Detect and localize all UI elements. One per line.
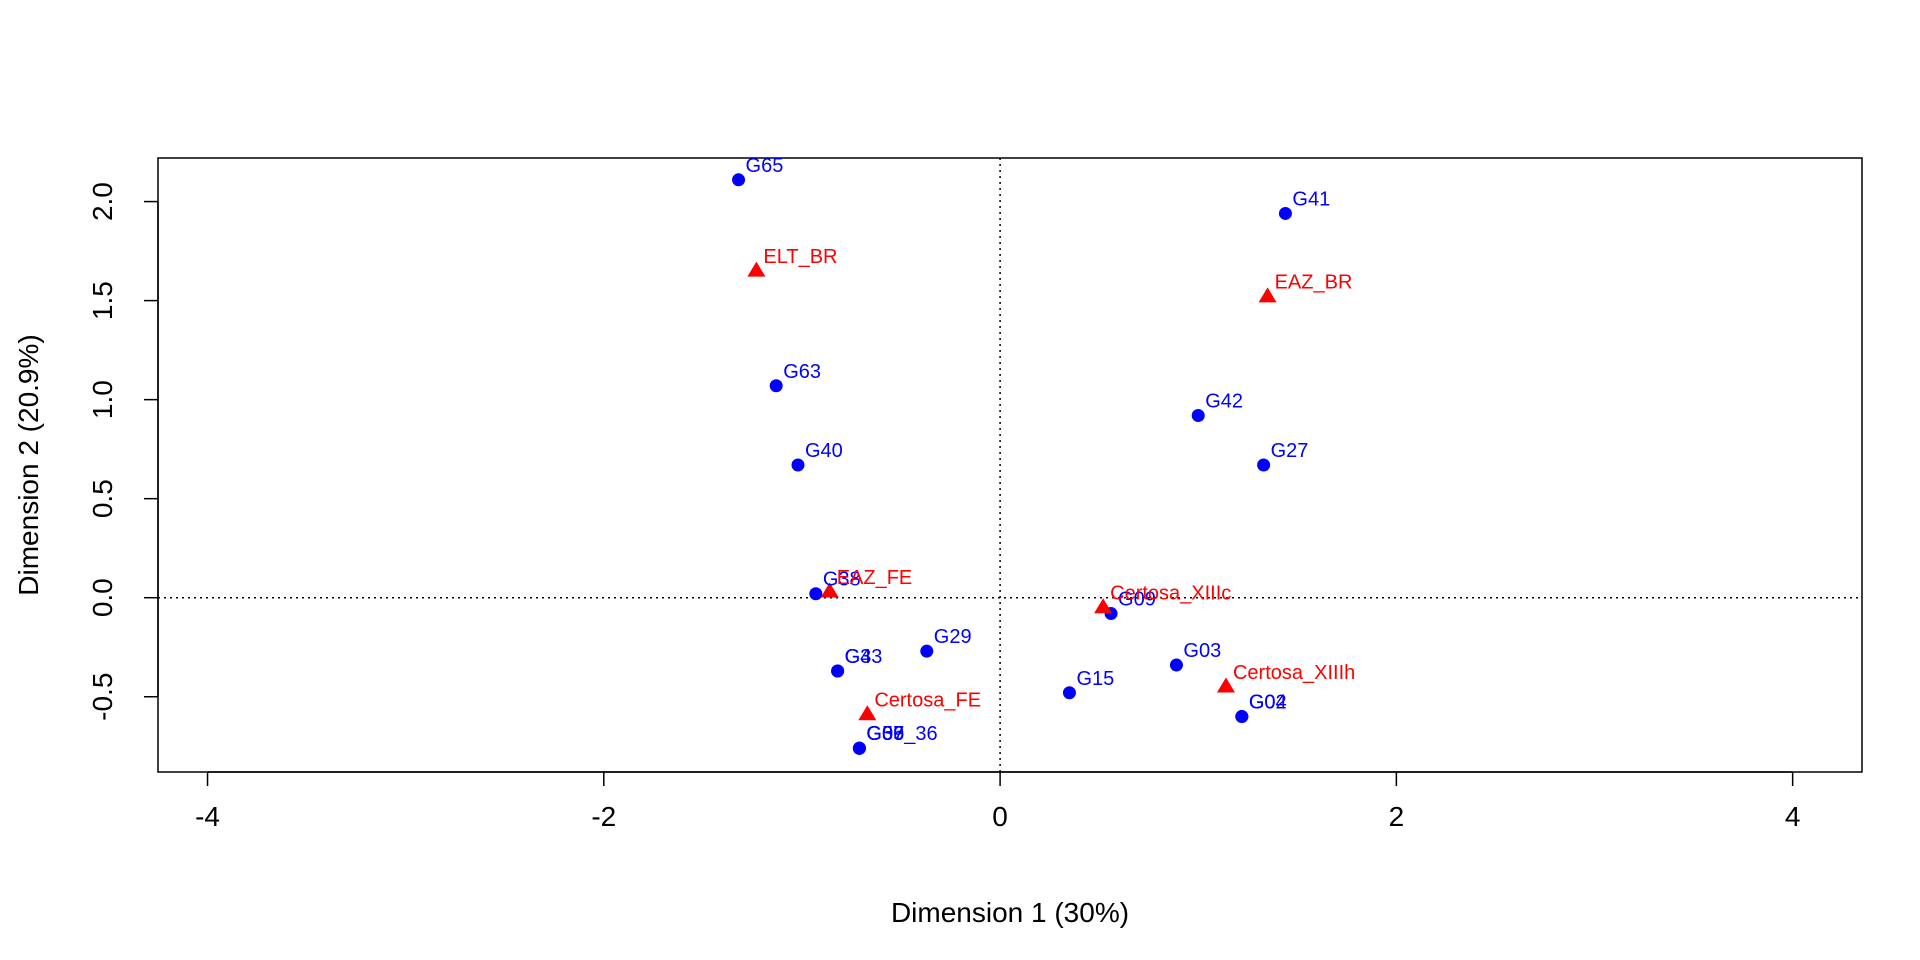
reference-lines xyxy=(158,158,1862,772)
data-point-triangle xyxy=(1258,287,1277,303)
data-point-circle xyxy=(1191,408,1205,422)
data-label: G59_36 xyxy=(866,723,937,745)
data-label: G04 xyxy=(1249,692,1287,714)
data-label: EAZ_FE xyxy=(837,567,913,589)
data-point-triangle xyxy=(1094,598,1113,614)
plot-background xyxy=(157,157,1863,773)
data-label: G40 xyxy=(805,440,843,462)
data-point-circle xyxy=(1169,658,1183,672)
data-label: G33 xyxy=(845,646,883,668)
data-label: G41 xyxy=(1292,188,1330,210)
y-axis-title: Dimension 2 (20.9%) xyxy=(13,334,44,595)
x-tick-label: -2 xyxy=(591,801,616,832)
data-point-circle xyxy=(920,644,934,658)
plot-frame xyxy=(157,157,1863,773)
x-tick-label: -4 xyxy=(195,801,220,832)
data-point-circle xyxy=(791,458,805,472)
x-axis-title: Dimension 1 (30%) xyxy=(891,897,1129,928)
data-label: G63 xyxy=(783,361,821,383)
data-label: G37 xyxy=(866,723,904,745)
x-tick-label: 2 xyxy=(1389,801,1405,832)
data-point-circle xyxy=(769,379,783,393)
data-point-circle xyxy=(1257,458,1271,472)
x-axis: -4 -2 0 2 4 xyxy=(195,771,1801,832)
data-label: G29 xyxy=(934,626,972,648)
data-point-triangle xyxy=(1216,677,1235,693)
data-label: G38 xyxy=(823,569,861,591)
data-label: EAZ_BR xyxy=(1275,272,1353,294)
y-axis: -0.5 0.0 0.5 1.0 1.5 2.0 xyxy=(87,182,159,721)
y-tick-label: 0.0 xyxy=(87,578,118,617)
data-point-circle xyxy=(831,664,845,678)
y-tick-label: 1.5 xyxy=(87,281,118,320)
data-point-circle xyxy=(809,587,823,601)
data-point-circle xyxy=(732,173,746,187)
y-tick-label: 2.0 xyxy=(87,182,118,221)
data-point-circle xyxy=(1235,710,1249,724)
data-label: Certosa_XIIIh xyxy=(1233,662,1355,684)
data-label: G03 xyxy=(1183,640,1221,662)
data-label: Certosa_FE xyxy=(874,690,981,712)
data-label: G65 xyxy=(746,155,784,177)
data-point-circle xyxy=(1278,206,1292,220)
data-label: G02 xyxy=(1249,692,1287,714)
data-point-circle xyxy=(1062,686,1076,700)
y-tick-label: 0.5 xyxy=(87,479,118,518)
y-tick-label: 1.0 xyxy=(87,380,118,419)
data-label: G27 xyxy=(1271,440,1309,462)
data-label: Certosa_XIIIc xyxy=(1110,583,1231,605)
data-label: ELT_BR xyxy=(763,246,837,268)
data-point-circle xyxy=(852,741,866,755)
data-label: G06 xyxy=(866,723,904,745)
x-tick-label: 0 xyxy=(992,801,1008,832)
data-label: G15 xyxy=(1076,668,1114,690)
data-points xyxy=(732,173,1292,755)
data-label: G42 xyxy=(1205,390,1243,412)
data-point-triangle xyxy=(820,582,839,598)
y-tick-label: -0.5 xyxy=(87,673,118,721)
data-label: G05 xyxy=(866,723,904,745)
data-label: G4 xyxy=(845,646,872,668)
data-point-triangle xyxy=(858,705,877,721)
data-label: G09 xyxy=(1118,589,1156,611)
x-tick-label: 4 xyxy=(1785,801,1801,832)
data-point-triangle xyxy=(747,261,766,277)
